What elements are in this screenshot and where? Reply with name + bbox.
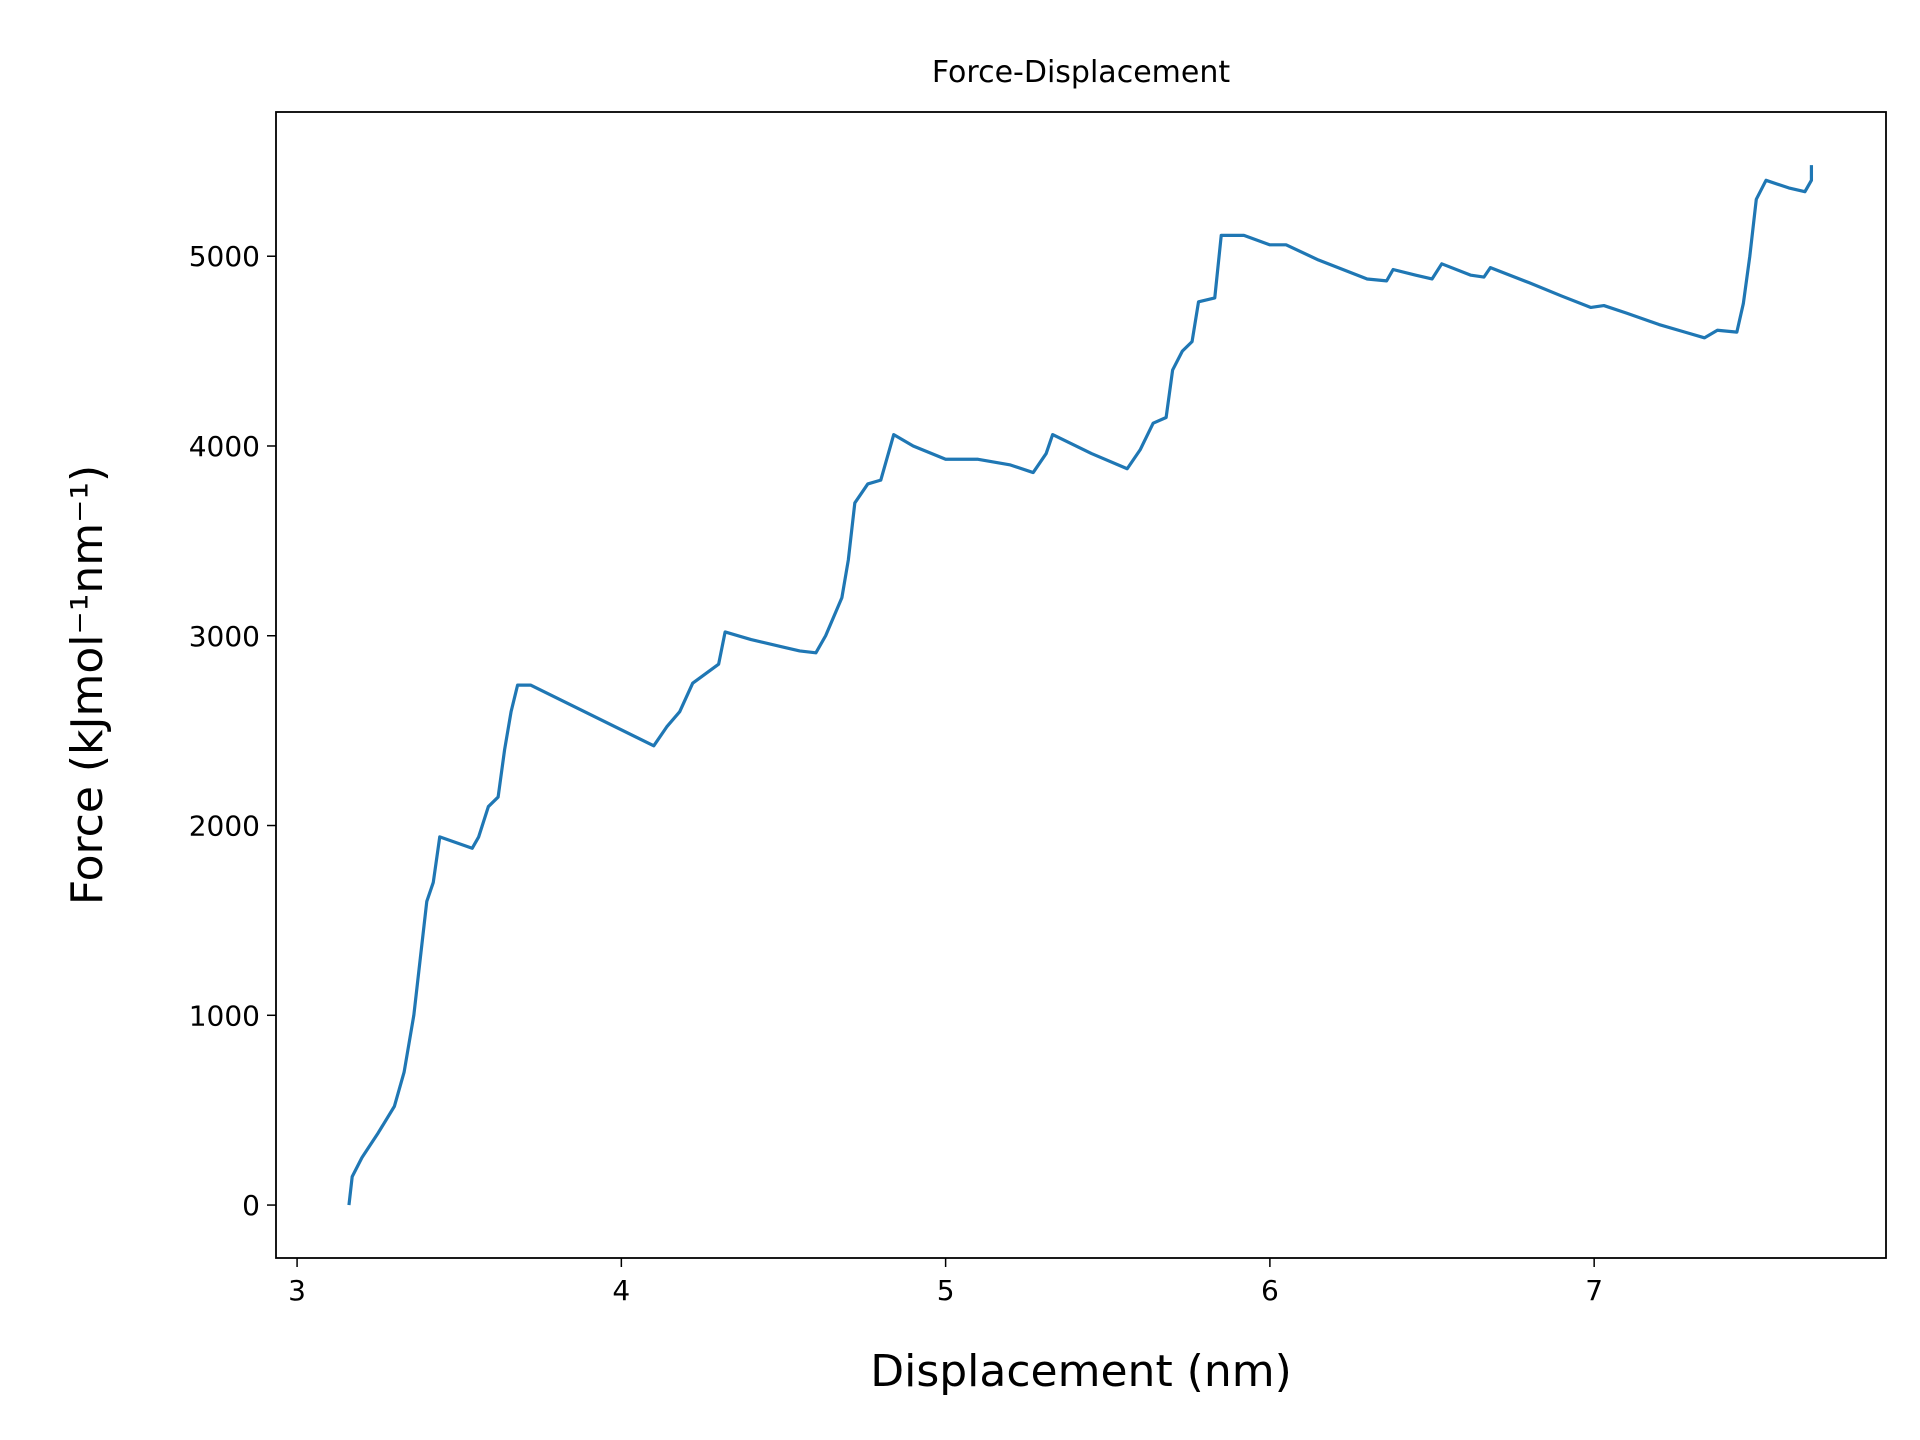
y-tick-label: 4000 [189,430,260,463]
data-line [347,165,1814,1206]
x-tick-label: 3 [288,1274,306,1307]
x-tick-label: 5 [937,1274,955,1307]
x-tick-label: 7 [1585,1274,1603,1307]
y-tick-label: 1000 [189,999,260,1032]
y-tick-label: 5000 [189,240,260,273]
x-tick-label: 4 [612,1274,630,1307]
plot-frame [275,111,1887,1259]
x-tick-label: 6 [1261,1274,1279,1307]
y-axis-label: Force (kJmol⁻¹nm⁻¹) [62,465,113,905]
y-tick-label: 2000 [189,810,260,843]
y-tick-label: 0 [242,1189,260,1222]
y-tick-label: 3000 [189,620,260,653]
x-axis-label: Displacement (nm) [870,1346,1292,1397]
chart-title: Force-Displacement [932,55,1230,90]
